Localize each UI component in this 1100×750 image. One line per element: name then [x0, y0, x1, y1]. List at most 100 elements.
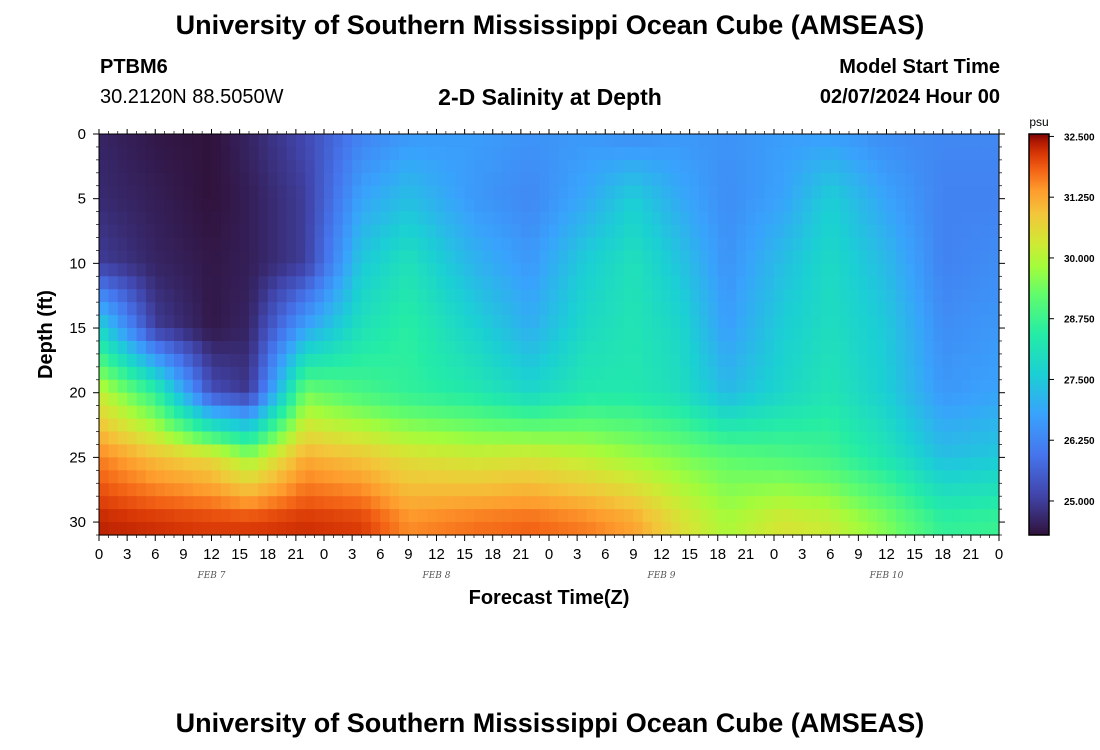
heatmap-cell — [277, 263, 288, 277]
heatmap-cell — [267, 509, 278, 523]
heatmap-cell — [549, 263, 559, 277]
heatmap-cell — [699, 353, 709, 368]
heatmap-cell — [520, 328, 531, 342]
heatmap-cell — [502, 522, 513, 536]
heatmap-cell — [258, 470, 269, 484]
heatmap-cell — [127, 172, 138, 187]
heatmap-cell — [942, 392, 953, 407]
heatmap-cell — [708, 185, 719, 200]
heatmap-cell — [333, 185, 344, 200]
heatmap-cell — [539, 315, 550, 329]
heatmap-cell — [633, 379, 644, 394]
heatmap-cell — [474, 263, 484, 277]
heatmap-cell — [502, 366, 513, 381]
heatmap-cell — [614, 353, 625, 368]
heatmap-cell — [164, 328, 175, 342]
heatmap-cell — [117, 509, 128, 523]
heatmap-cell — [952, 431, 963, 446]
heatmap-cell — [624, 392, 634, 407]
heatmap-cell — [502, 483, 513, 497]
heatmap-cell — [924, 302, 934, 316]
heatmap-cell — [445, 237, 456, 252]
heatmap-cell — [802, 379, 813, 394]
heatmap-cell — [895, 483, 906, 497]
heatmap-cell — [914, 224, 925, 239]
heatmap-cell — [108, 392, 119, 407]
heatmap-cell — [867, 457, 878, 471]
heatmap-cell — [99, 392, 109, 407]
heatmap-cell — [464, 353, 475, 368]
heatmap-cell — [277, 315, 288, 329]
heatmap-cell — [792, 146, 803, 161]
heatmap-cell — [220, 134, 231, 148]
heatmap-cell — [220, 224, 231, 239]
heatmap-cell — [699, 134, 709, 148]
heatmap-cell — [361, 302, 372, 316]
heatmap-cell — [436, 483, 447, 497]
heatmap-cell — [877, 185, 888, 200]
heatmap-cell — [708, 470, 719, 484]
heatmap-cell — [483, 470, 494, 484]
heatmap-cell — [492, 509, 503, 523]
heatmap-cell — [249, 509, 259, 523]
heatmap-cell — [136, 237, 147, 252]
heatmap-cell — [614, 289, 625, 303]
heatmap-cell — [980, 134, 991, 148]
heatmap-cell — [249, 457, 259, 471]
heatmap-cell — [595, 366, 606, 381]
colorbar-tick-label: 30.000 — [1064, 254, 1095, 265]
heatmap-cell — [849, 418, 859, 433]
heatmap-cell — [839, 522, 850, 536]
heatmap-cell — [492, 134, 503, 148]
heatmap-cell — [417, 276, 428, 290]
heatmap-cell — [230, 237, 241, 252]
heatmap-cell — [230, 250, 241, 264]
heatmap-cell — [811, 392, 822, 407]
heatmap-cell — [661, 237, 672, 252]
heatmap-cell — [492, 444, 503, 458]
heatmap-cell — [820, 250, 831, 264]
heatmap-cell — [661, 302, 672, 316]
heatmap-cell — [549, 198, 559, 213]
heatmap-cell — [324, 134, 334, 148]
heatmap-cell — [792, 418, 803, 433]
heatmap-cell — [933, 444, 944, 458]
heatmap-cell — [520, 263, 531, 277]
heatmap-cell — [520, 134, 531, 148]
heatmap-cell — [389, 392, 400, 407]
x-tick-label: 9 — [629, 546, 637, 563]
heatmap-cell — [567, 185, 578, 200]
heatmap-cell — [436, 134, 447, 148]
heatmap-cell — [689, 353, 700, 368]
heatmap-cell — [380, 263, 391, 277]
heatmap-cell — [661, 224, 672, 239]
heatmap-cell — [174, 418, 184, 433]
heatmap-cell — [858, 302, 869, 316]
heatmap-cell — [727, 263, 738, 277]
heatmap-cell — [586, 159, 597, 174]
heatmap-cell — [942, 224, 953, 239]
heatmap-cell — [942, 340, 953, 355]
heatmap-cell — [820, 263, 831, 277]
heatmap-cell — [483, 483, 494, 497]
heatmap-cell — [614, 340, 625, 355]
heatmap-cell — [399, 315, 409, 329]
heatmap-cell — [802, 172, 813, 187]
heatmap-cell — [145, 405, 156, 420]
heatmap-cell — [305, 405, 316, 420]
heatmap-cell — [661, 250, 672, 264]
heatmap-cell — [680, 392, 691, 407]
heatmap-cell — [174, 263, 184, 277]
heatmap-cell — [277, 198, 288, 213]
heatmap-cell — [670, 392, 681, 407]
heatmap-cell — [239, 457, 250, 471]
heatmap-cell — [567, 444, 578, 458]
heatmap-cell — [924, 263, 934, 277]
heatmap-cell — [136, 328, 147, 342]
heatmap-cell — [811, 289, 822, 303]
heatmap-cell — [820, 496, 831, 510]
heatmap-cell — [736, 431, 747, 446]
heatmap-cell — [230, 289, 241, 303]
heatmap-cell — [455, 159, 466, 174]
heatmap-cell — [183, 224, 194, 239]
